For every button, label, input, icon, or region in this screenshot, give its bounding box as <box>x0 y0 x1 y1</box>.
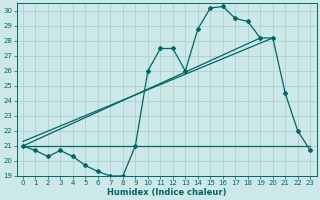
X-axis label: Humidex (Indice chaleur): Humidex (Indice chaleur) <box>107 188 226 197</box>
